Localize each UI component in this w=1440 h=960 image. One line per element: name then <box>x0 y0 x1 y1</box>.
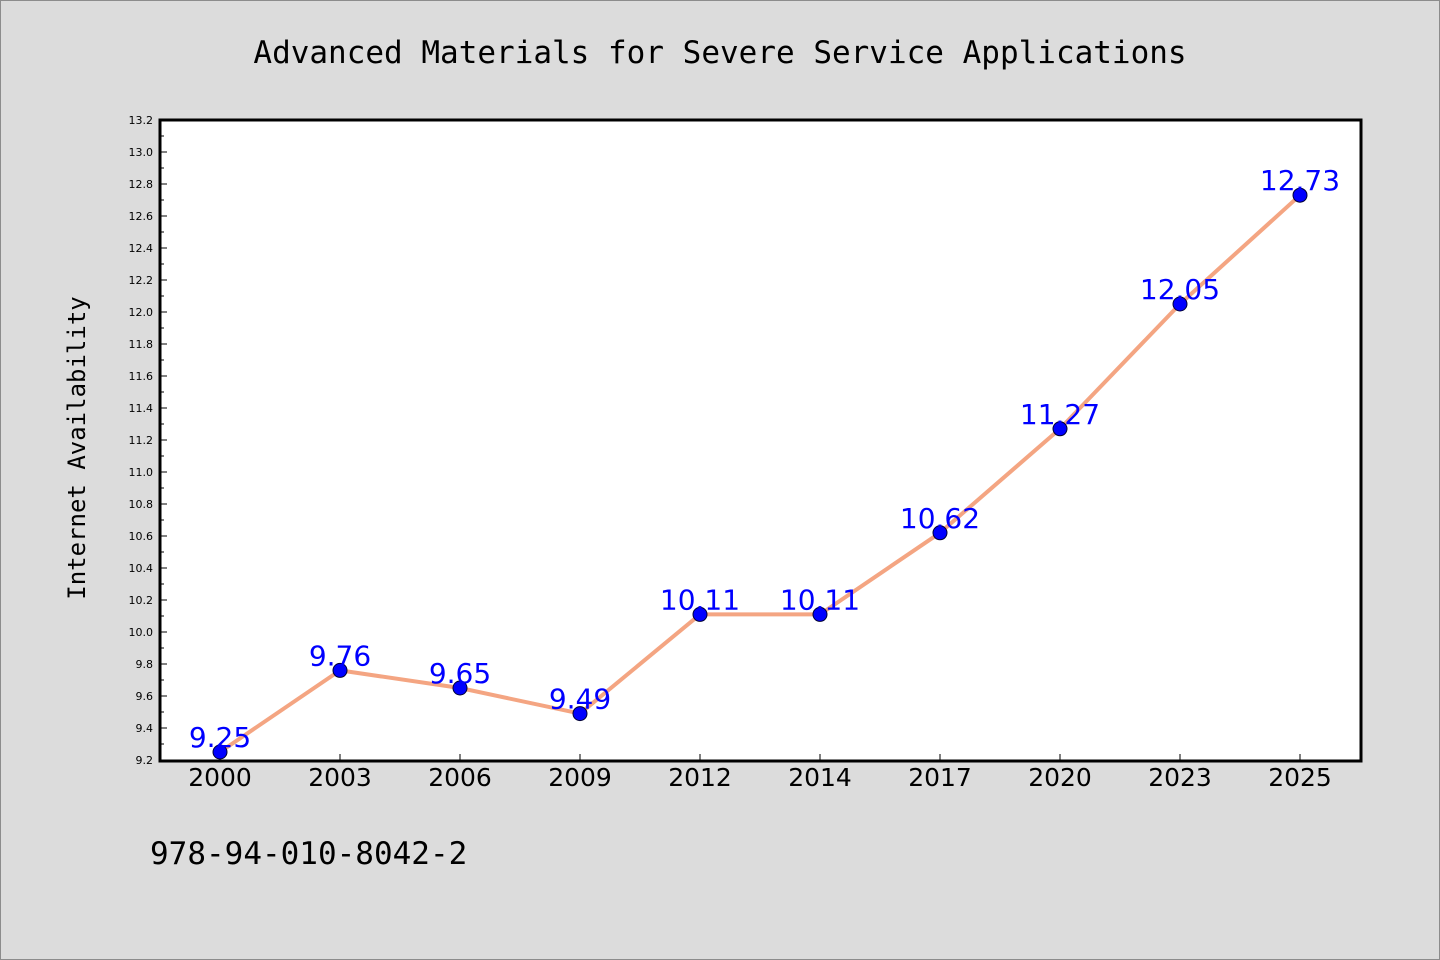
x-tick-label: 2014 <box>788 763 852 792</box>
data-label: 9.76 <box>309 639 371 672</box>
data-label: 10.62 <box>900 502 980 535</box>
y-tick-label: 12.8 <box>129 178 154 191</box>
x-tick-label: 2000 <box>188 763 252 792</box>
data-label: 11.27 <box>1020 398 1100 431</box>
y-tick-label: 9.8 <box>136 658 154 671</box>
y-tick-label: 12.2 <box>129 274 154 287</box>
data-point <box>452 680 468 696</box>
data-point <box>1292 187 1308 203</box>
y-tick-label: 12.6 <box>129 210 154 223</box>
data-label: 9.65 <box>429 657 491 690</box>
y-tick-label: 9.4 <box>136 722 154 735</box>
data-label: 12.05 <box>1140 273 1220 306</box>
data-label: 10.11 <box>660 583 740 616</box>
y-tick-label: 10.2 <box>129 594 154 607</box>
data-point <box>212 744 228 760</box>
y-tick-label: 10.4 <box>129 562 154 575</box>
data-point <box>812 606 828 622</box>
y-axis-label: Internet Availability <box>63 296 91 599</box>
y-tick-label: 12.0 <box>129 306 154 319</box>
plot-area <box>158 118 1363 763</box>
x-tick-label: 2023 <box>1148 763 1212 792</box>
x-tick-label: 2003 <box>308 763 372 792</box>
y-tick-label: 13.0 <box>129 146 154 159</box>
data-point <box>1052 421 1068 437</box>
data-label: 10.11 <box>780 583 860 616</box>
data-point <box>572 706 588 722</box>
data-point <box>692 606 708 622</box>
x-tick-label: 2020 <box>1028 763 1092 792</box>
x-tick-label: 2012 <box>668 763 732 792</box>
x-tick-label: 2006 <box>428 763 492 792</box>
series-line <box>218 193 1302 754</box>
data-label: 12.73 <box>1260 164 1340 197</box>
x-tick-label: 2009 <box>548 763 612 792</box>
y-tick-label: 10.0 <box>129 626 154 639</box>
data-label-layer: 9.25 9.76 9.65 9.49 10.11 10.11 10.62 11.27 12.0… <box>189 164 1340 754</box>
data-point <box>332 662 348 678</box>
footer-isbn: 978-94-010-8042-2 <box>150 836 467 872</box>
data-label: 9.25 <box>189 721 251 754</box>
y-axis-ticks: 9.2 9.4 9.6 9.8 10.0 10.2 10.4 10.6 10.8 11.0 11.2… <box>129 114 167 767</box>
y-tick-label: 11.0 <box>129 466 154 479</box>
data-point <box>1172 296 1188 312</box>
y-tick-label: 11.8 <box>129 338 154 351</box>
y-tick-label: 11.4 <box>129 402 154 415</box>
y-tick-label: 9.2 <box>136 754 154 767</box>
y-tick-label: 13.2 <box>129 114 154 127</box>
data-point <box>932 525 948 541</box>
y-tick-label: 9.6 <box>136 690 154 703</box>
y-tick-label: 10.6 <box>129 530 154 543</box>
chart-title: Advanced Materials for Severe Service Ap… <box>253 35 1186 71</box>
x-tick-label: 2017 <box>908 763 972 792</box>
x-axis-ticks: 2000 2003 2006 2009 2012 2014 2017 2020 2023 2025 <box>188 754 1332 792</box>
y-tick-label: 12.4 <box>129 242 154 255</box>
y-tick-label: 10.8 <box>129 498 154 511</box>
y-tick-label: 11.2 <box>129 434 154 447</box>
y-tick-label: 11.6 <box>129 370 154 383</box>
x-tick-label: 2025 <box>1268 763 1332 792</box>
series-layer <box>212 187 1308 760</box>
data-label: 9.49 <box>549 683 611 716</box>
